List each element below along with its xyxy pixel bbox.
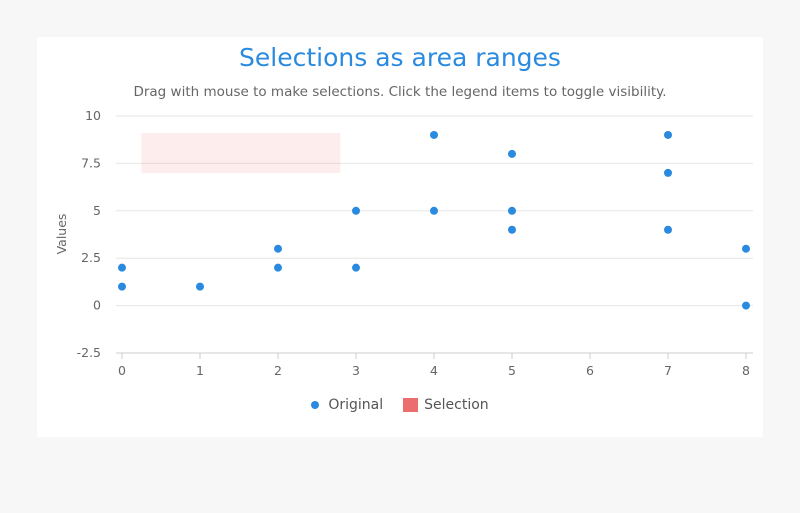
data-point[interactable] <box>508 149 516 158</box>
y-axis-ticks: -2.5 0 2.5 5 7.5 10 <box>77 108 101 360</box>
legend-item-original[interactable]: Original <box>311 397 383 413</box>
selection-area-range[interactable] <box>141 133 341 173</box>
legend-label-original: Original <box>328 397 384 413</box>
data-point[interactable] <box>118 263 126 272</box>
data-point[interactable] <box>664 168 672 177</box>
y-tick-label: 2.5 <box>81 250 101 265</box>
y-tick-label: 5 <box>93 203 101 218</box>
data-point[interactable] <box>742 301 750 310</box>
y-tick-label: -2.5 <box>77 345 101 360</box>
chart-subtitle: Drag with mouse to make selections. Clic… <box>133 84 667 100</box>
legend: Original Selection <box>0 397 800 413</box>
legend-label-selection: Selection <box>424 397 489 413</box>
data-point[interactable] <box>274 263 282 272</box>
data-point[interactable] <box>664 225 672 234</box>
data-point[interactable] <box>430 206 438 215</box>
x-axis-ticks: 0 1 2 3 4 5 6 7 8 <box>118 353 750 378</box>
data-point[interactable] <box>352 263 360 272</box>
x-tick-label: 2 <box>274 363 282 378</box>
y-tick-label: 7.5 <box>81 155 101 170</box>
data-points <box>118 130 750 310</box>
legend-swatch-icon <box>403 398 419 412</box>
data-point[interactable] <box>508 206 516 215</box>
x-tick-label: 6 <box>586 363 594 378</box>
x-tick-label: 7 <box>664 363 672 378</box>
x-tick-label: 5 <box>508 363 516 378</box>
data-point[interactable] <box>664 130 672 139</box>
selection-layer <box>141 133 341 173</box>
x-tick-label: 3 <box>352 363 360 378</box>
data-point[interactable] <box>118 282 126 291</box>
x-tick-label: 8 <box>742 363 750 378</box>
y-axis-label: Values <box>54 214 69 255</box>
legend-item-selection[interactable]: Selection <box>403 397 489 413</box>
x-tick-label: 4 <box>430 363 438 378</box>
x-tick-label: 1 <box>196 363 204 378</box>
legend-dot-icon <box>311 401 320 409</box>
data-point[interactable] <box>742 244 750 253</box>
data-point[interactable] <box>430 130 438 139</box>
chart-title: Selections as area ranges <box>239 43 561 72</box>
data-point[interactable] <box>274 244 282 253</box>
y-tick-label: 10 <box>85 108 101 123</box>
chart-container <box>37 37 763 437</box>
data-point[interactable] <box>352 206 360 215</box>
data-point[interactable] <box>196 282 204 291</box>
data-point[interactable] <box>508 225 516 234</box>
x-tick-label: 0 <box>118 363 126 378</box>
y-tick-label: 0 <box>93 298 101 313</box>
